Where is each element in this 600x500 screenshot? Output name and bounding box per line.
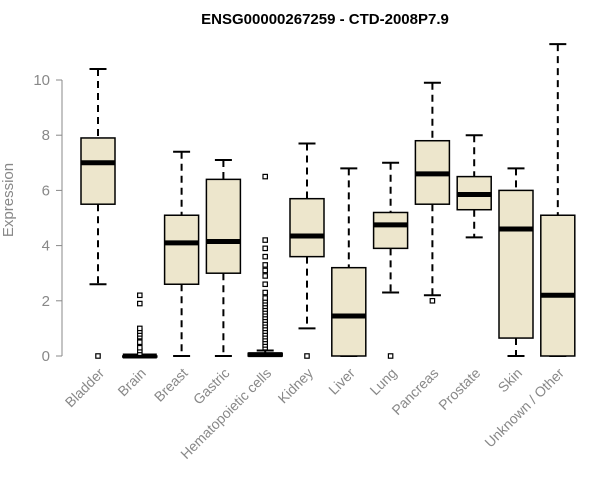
x-tick-label: Lung <box>366 365 399 398</box>
box-liver <box>331 167 367 357</box>
outlier-point <box>262 281 269 288</box>
y-axis: 0 2 4 6 8 10 <box>33 72 63 365</box>
y-tick-label: 4 <box>42 238 50 255</box>
y-tick-label: 6 <box>42 182 50 199</box>
box-gastric <box>205 159 242 357</box>
y-tick-label: 0 <box>42 348 50 365</box>
y-tick-label: 2 <box>42 293 50 310</box>
outlier-point <box>262 267 269 274</box>
box-pancreas <box>414 81 451 304</box>
outlier-point <box>137 292 143 299</box>
outlier-point <box>262 262 269 268</box>
outlier-point <box>304 353 310 359</box>
outlier-point <box>262 295 269 301</box>
x-tick-label: Brain <box>114 365 148 399</box>
box-body <box>163 214 200 285</box>
box-body <box>331 266 367 357</box>
y-tick-label: 8 <box>42 127 50 144</box>
box-kidney <box>289 142 325 359</box>
outlier-point <box>262 237 269 243</box>
outlier-point <box>137 344 143 351</box>
outlier-point <box>95 353 101 359</box>
box-bladder <box>80 67 116 359</box>
outlier-point <box>429 298 436 304</box>
box-body <box>372 211 409 250</box>
box-body <box>205 178 242 274</box>
outlier-point <box>262 289 269 296</box>
outlier-point <box>262 173 269 180</box>
x-tick-label: Breast <box>151 365 191 405</box>
box-hematopoietic-cells <box>247 173 283 358</box>
outlier-point <box>262 245 269 252</box>
x-tick-label: Prostate <box>435 365 483 413</box>
box-prostate <box>456 134 492 239</box>
x-tick-label: Kidney <box>275 365 317 407</box>
outlier-point <box>137 339 143 346</box>
box-lung <box>372 161 409 359</box>
x-tick-label: Liver <box>325 365 358 398</box>
box-skin <box>498 167 534 357</box>
box-body <box>289 197 325 258</box>
outlier-point <box>262 273 269 279</box>
y-axis-label: Expression <box>0 163 17 237</box>
box-unknown-other <box>540 43 576 357</box>
outlier-point <box>137 325 143 332</box>
outlier-point <box>137 300 143 307</box>
x-tick-label: Unknown / Other <box>481 365 567 451</box>
box-body <box>498 189 534 339</box>
outlier-point <box>262 253 269 260</box>
box-breast <box>163 150 200 357</box>
chart-title: ENSG00000267259 - CTD-2008P7.9 <box>201 11 449 28</box>
y-tick-label: 10 <box>33 72 50 89</box>
outlier-point <box>387 353 394 359</box>
boxes-layer <box>80 43 576 359</box>
x-tick-label: Bladder <box>62 365 108 411</box>
box-body <box>540 214 576 357</box>
box-brain <box>122 292 158 359</box>
x-tick-label: Skin <box>495 365 526 396</box>
box-body <box>80 137 116 205</box>
